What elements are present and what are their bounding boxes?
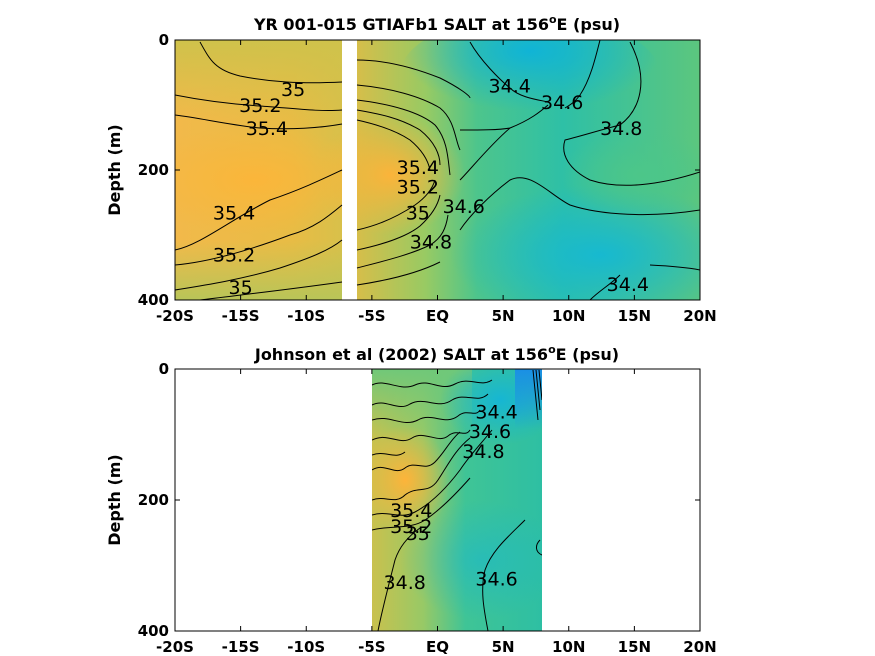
obs-contour-label: 34.4 — [475, 402, 517, 424]
model-contour-labels: 3535.235.435.435.23534.434.634.835.435.2… — [213, 76, 649, 300]
obs-x-tick-label: -15S — [222, 638, 260, 656]
obs-x-tick-label: 5N — [492, 638, 515, 656]
obs-contour-label: 35 — [406, 523, 430, 545]
obs-panel-title: Johnson et al (2002) SALT at 156oE (psu) — [254, 343, 619, 364]
obs-contour-label: 35.4 — [390, 500, 432, 522]
model-contours — [175, 40, 700, 300]
obs-x-tick-label: 10N — [552, 638, 585, 656]
model-ticks: -20S -15S -10S -5S EQ 5N 10N 15N 20N 0 200 400 — [138, 31, 717, 325]
model-contour-label: 34.8 — [410, 232, 452, 254]
panel-model: YR 001-015 GTIAFb1 SALT at 156oE (psu) — [105, 13, 717, 325]
model-x-tick-label: -20S — [156, 307, 194, 325]
model-data-gap — [342, 40, 357, 300]
model-contour-label: 34.4 — [607, 274, 649, 296]
model-contour-label: 34.6 — [443, 196, 485, 218]
model-x-tick-label: 5N — [492, 307, 515, 325]
obs-contour-label: 34.8 — [384, 572, 426, 594]
model-contour-label: 35.2 — [213, 245, 255, 267]
model-salinity-field — [175, 40, 700, 300]
model-y-tick-label: 400 — [138, 291, 169, 309]
obs-x-tick-label: 15N — [618, 638, 651, 656]
obs-salinity-field — [372, 369, 542, 631]
model-x-tick-label: 10N — [552, 307, 585, 325]
model-contour-label: 35 — [406, 202, 430, 224]
obs-x-tick-label: 20N — [683, 638, 716, 656]
obs-y-tick-label: 200 — [138, 491, 169, 509]
model-x-tick-label: EQ — [426, 307, 449, 325]
model-y-axis-label: Depth (m) — [105, 124, 124, 216]
obs-ticks: -20S -15S -10S -5S EQ 5N 10N 15N 20N 0 200 400 — [138, 360, 717, 656]
model-panel-title: YR 001-015 GTIAFb1 SALT at 156oE (psu) — [253, 13, 620, 34]
obs-y-axis-label: Depth (m) — [105, 454, 124, 546]
model-contour-label: 34.6 — [541, 92, 583, 114]
model-contour-label: 34.4 — [489, 76, 531, 98]
model-contour-label: 35.2 — [239, 95, 281, 117]
obs-x-tick-label: -10S — [287, 638, 325, 656]
model-contour-label: 35.4 — [246, 118, 288, 140]
model-contour-label: 34.8 — [600, 118, 642, 140]
obs-contour-label: 35.2 — [390, 516, 432, 538]
obs-y-tick-label: 0 — [159, 360, 169, 378]
model-y-tick-label: 200 — [138, 161, 169, 179]
obs-x-tick-label: -5S — [358, 638, 385, 656]
model-x-tick-label: -15S — [222, 307, 260, 325]
model-contour-label: 35 — [281, 79, 305, 101]
obs-x-tick-label: EQ — [426, 638, 449, 656]
model-x-tick-label: 15N — [618, 307, 651, 325]
model-contour-label: 35.2 — [397, 176, 439, 198]
obs-y-tick-label: 400 — [138, 622, 169, 640]
obs-contour-label: 34.8 — [462, 441, 504, 463]
model-x-tick-label: 20N — [683, 307, 716, 325]
model-x-tick-label: -10S — [287, 307, 325, 325]
model-contour-label: 35.4 — [213, 202, 255, 224]
obs-contours — [372, 369, 542, 631]
obs-contour-label: 34.6 — [469, 421, 511, 443]
model-contour-label: 35.4 — [397, 157, 439, 179]
panel-observations: Johnson et al (2002) SALT at 156oE (psu) — [105, 343, 717, 656]
model-x-tick-label: -5S — [358, 307, 385, 325]
obs-contour-label: 34.6 — [475, 569, 517, 591]
obs-x-tick-label: -20S — [156, 638, 194, 656]
model-contour-label: 35 — [229, 277, 253, 299]
model-y-tick-label: 0 — [159, 31, 169, 49]
